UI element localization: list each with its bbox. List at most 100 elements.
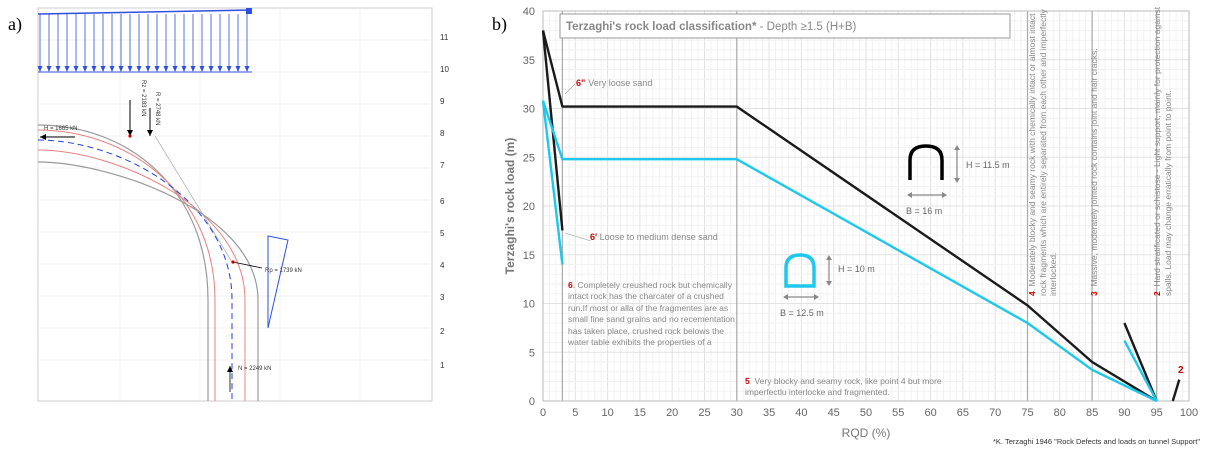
load-arrow-head	[64, 66, 70, 72]
x-tick-label: 80	[1054, 407, 1066, 419]
load-arrow-head	[37, 66, 43, 72]
chart-title: Terzaghi's rock load classification* - D…	[566, 21, 857, 33]
x-tick-label: 75	[1021, 407, 1033, 419]
x-tick-label: 15	[634, 407, 646, 419]
r-force-label: R = 2748 kN	[154, 92, 160, 126]
panel-a-frame	[37, 7, 433, 402]
load-arrow-head	[217, 66, 223, 72]
x-tick-label: 70	[989, 407, 1001, 419]
arrow-up-icon	[826, 255, 832, 260]
load-arrow-head	[100, 66, 106, 72]
footnote: *K. Terzaghi 1946 "Rock Defects and load…	[993, 437, 1200, 446]
arrow-right-icon	[814, 294, 819, 300]
load-arrow-head	[172, 66, 178, 72]
x-tick-label: 10	[601, 407, 613, 419]
scale-number: 5	[440, 229, 445, 238]
load-arrow-head	[244, 66, 250, 72]
arrow-left-icon	[907, 192, 912, 198]
x-tick-label: 85	[1086, 407, 1098, 419]
inner-boundary	[37, 161, 259, 401]
annotation-label: Completely creushed rock but chemically …	[568, 280, 735, 348]
rp-force-arrow	[232, 261, 263, 269]
annotation-label: Moderately blocky and seamy rock with ch…	[1027, 9, 1059, 296]
small-height-label: H = 10 m	[838, 264, 875, 274]
scale-number: 10	[440, 65, 449, 74]
annotation-number: 6"	[576, 78, 585, 88]
load-arrow-head	[181, 66, 187, 72]
arrow-up-icon	[954, 145, 960, 150]
x-tick-label: 0	[540, 407, 546, 419]
x-tick-label: 55	[892, 407, 904, 419]
arrow-left-icon	[783, 294, 788, 300]
arrow-right-icon	[942, 192, 947, 198]
lining-inner	[37, 149, 246, 401]
leader-line	[154, 135, 233, 263]
x-tick-label: 20	[666, 407, 678, 419]
series-line	[541, 30, 1158, 403]
chart-series	[541, 30, 1181, 403]
panel-a-diagram: 11 10 9 8 7 6 5 4 3 2 1 H = 1665 kN Rz =…	[37, 7, 449, 402]
load-arrow-head	[55, 66, 61, 72]
load-arrow-head	[208, 66, 214, 72]
x-tick-label: 100	[1180, 407, 1198, 419]
load-arrow-head	[46, 66, 52, 72]
x-tick-label: 95	[1151, 407, 1163, 419]
scale-number: 4	[440, 261, 445, 270]
rz-force-label: Rz = 2183 kN	[140, 80, 146, 117]
tunnel-shape-small: H = 10 m B = 12.5 m	[780, 253, 875, 318]
arrow-down-icon	[826, 281, 832, 286]
annotation-label: Very blocky and seamy rock, like point 4…	[745, 376, 942, 397]
load-arrow-head	[118, 66, 124, 72]
annotation-6dd: 6" Very loose sand	[564, 78, 652, 95]
x-axis-label: RQD (%)	[842, 426, 891, 440]
annotation-number: 6'	[590, 232, 598, 242]
title-box	[559, 13, 1011, 39]
series-line	[1171, 379, 1181, 402]
h-force-label: H = 1665 kN	[44, 126, 78, 132]
tunnel-shape-icon	[908, 144, 944, 180]
x-tick-label: 45	[828, 407, 840, 419]
scale-number: 11	[440, 33, 449, 42]
large-width-label: B = 16 m	[906, 206, 942, 216]
lining-outer	[37, 129, 216, 401]
n-arrow-head	[227, 366, 233, 372]
plot-frame	[542, 10, 1190, 402]
x-tick-label: 40	[795, 407, 807, 419]
rp-force-label: Rp = 1739 kN	[265, 268, 302, 274]
annotation-number: 4	[1027, 291, 1037, 296]
series-line	[1123, 322, 1158, 402]
scale-number: 3	[440, 293, 445, 302]
series-line	[541, 100, 564, 265]
load-arrow-head	[127, 66, 133, 72]
annotation-6d: 6' Loose to medium dense sand	[564, 232, 718, 242]
x-tick-label: 35	[763, 407, 775, 419]
distributed-load-arrows	[37, 14, 250, 72]
class-boundary-lines	[561, 11, 1158, 401]
arrow-down-icon	[954, 178, 960, 183]
h-arrow-head	[40, 134, 46, 140]
annotation-5-box: 5 Very blocky and seamy rock, like point…	[745, 376, 942, 397]
series-line	[541, 100, 1158, 403]
load-arrow-head	[190, 66, 196, 72]
chart-grid	[542, 10, 1190, 402]
load-arrow-head	[199, 66, 205, 72]
y-tick-label: 40	[523, 6, 535, 18]
node-point	[231, 260, 235, 264]
rz-arrow-head	[127, 130, 133, 136]
y-tick-label: 25	[523, 152, 535, 164]
panel-a-grid	[38, 8, 432, 401]
scale-number: 8	[440, 129, 445, 138]
load-arrow-head	[73, 66, 79, 72]
load-arrow-head	[226, 66, 232, 72]
tunnel-section	[37, 124, 259, 401]
x-tick-labels: 0 5 10 15 20 25 30 35 40 45 50 55 60 65 70 75 80 85 90 95 10…	[540, 407, 1198, 419]
annotation-2-marker: 2	[1178, 365, 1184, 376]
load-arrow-head	[235, 66, 241, 72]
annotation-leader	[564, 83, 576, 95]
panel-a-label: a)	[8, 14, 22, 34]
load-arrow-head	[145, 66, 151, 72]
load-top-line	[37, 9, 253, 15]
small-width-label: B = 12.5 m	[780, 308, 824, 318]
annotation-4-group: 4. Moderately blocky and seamy rock with…	[1027, 9, 1059, 296]
